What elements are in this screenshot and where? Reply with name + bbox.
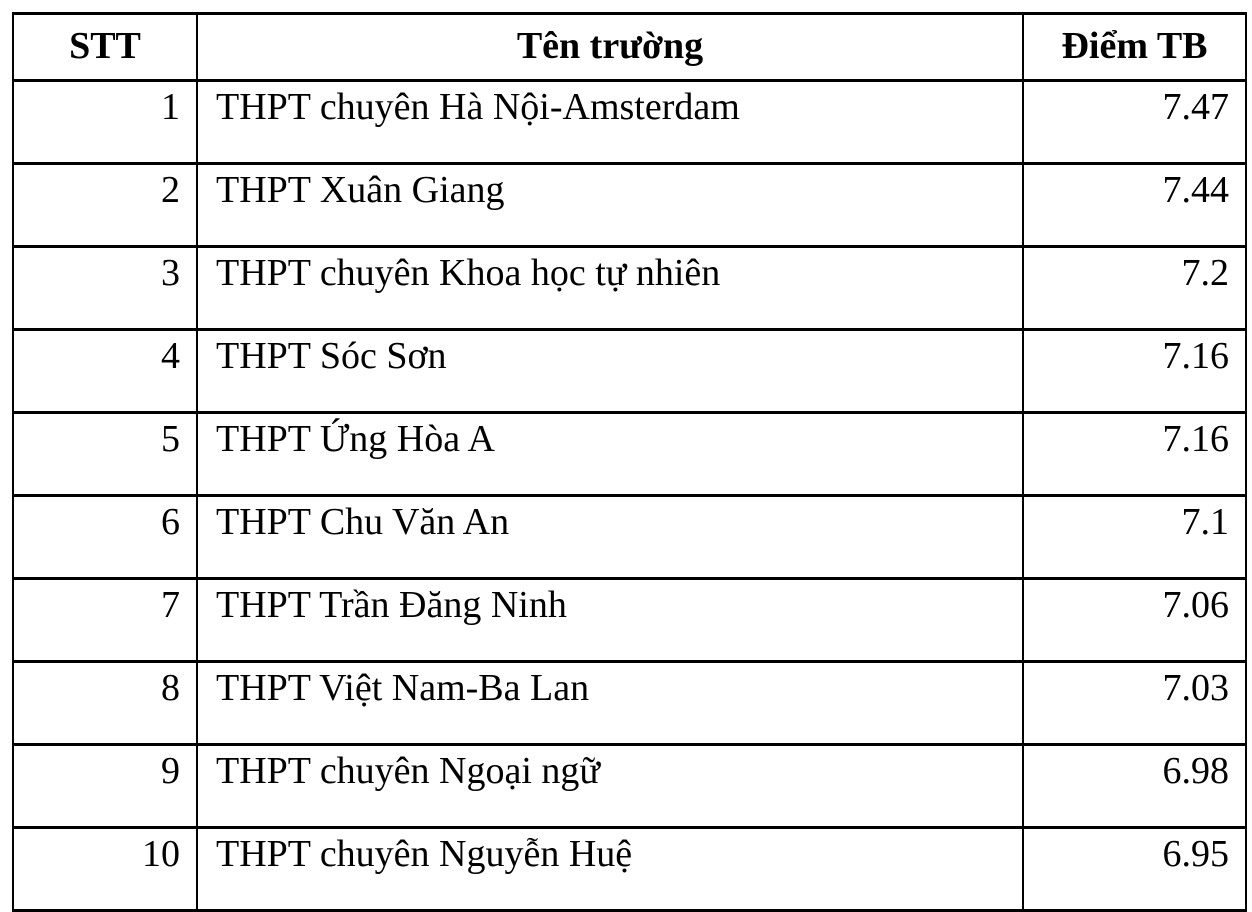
- score-cell: 7.2: [1022, 245, 1247, 331]
- stt-cell: 3: [12, 245, 198, 331]
- stt-cell: 6: [12, 494, 198, 580]
- table-row: 6 THPT Chu Văn An 7.1: [12, 494, 1247, 580]
- table-row: 7 THPT Trần Đăng Ninh 7.06: [12, 577, 1247, 663]
- column-header-ten-truong: Tên trường: [196, 12, 1024, 82]
- score-cell: 7.16: [1022, 328, 1247, 414]
- school-name-cell: THPT Ứng Hòa A: [196, 411, 1024, 497]
- school-name-cell: THPT Trần Đăng Ninh: [196, 577, 1024, 663]
- score-cell: 7.1: [1022, 494, 1247, 580]
- score-cell: 6.98: [1022, 743, 1247, 829]
- school-name-cell: THPT Sóc Sơn: [196, 328, 1024, 414]
- school-name-cell: THPT Chu Văn An: [196, 494, 1024, 580]
- table-row: 8 THPT Việt Nam-Ba Lan 7.03: [12, 660, 1247, 746]
- score-cell: 6.95: [1022, 826, 1247, 912]
- score-cell: 7.03: [1022, 660, 1247, 746]
- stt-cell: 4: [12, 328, 198, 414]
- column-header-stt: STT: [12, 12, 198, 82]
- column-header-diem-tb: Điểm TB: [1022, 12, 1247, 82]
- school-name-cell: THPT chuyên Khoa học tự nhiên: [196, 245, 1024, 331]
- table-row: 4 THPT Sóc Sơn 7.16: [12, 328, 1247, 414]
- table-row: 9 THPT chuyên Ngoại ngữ 6.98: [12, 743, 1247, 829]
- school-name-cell: THPT chuyên Hà Nội-Amsterdam: [196, 79, 1024, 165]
- score-cell: 7.16: [1022, 411, 1247, 497]
- header-row: STT Tên trường Điểm TB: [12, 12, 1247, 82]
- school-name-cell: THPT chuyên Ngoại ngữ: [196, 743, 1024, 829]
- stt-cell: 10: [12, 826, 198, 912]
- score-cell: 7.47: [1022, 79, 1247, 165]
- table-row: 5 THPT Ứng Hòa A 7.16: [12, 411, 1247, 497]
- school-name-cell: THPT Việt Nam-Ba Lan: [196, 660, 1024, 746]
- score-cell: 7.06: [1022, 577, 1247, 663]
- stt-cell: 9: [12, 743, 198, 829]
- stt-cell: 8: [12, 660, 198, 746]
- table-header: STT Tên trường Điểm TB: [12, 12, 1247, 82]
- table-row: 10 THPT chuyên Nguyễn Huệ 6.95: [12, 826, 1247, 912]
- school-name-cell: THPT chuyên Nguyễn Huệ: [196, 826, 1024, 912]
- stt-cell: 2: [12, 162, 198, 248]
- table-row: 3 THPT chuyên Khoa học tự nhiên 7.2: [12, 245, 1247, 331]
- stt-cell: 7: [12, 577, 198, 663]
- score-cell: 7.44: [1022, 162, 1247, 248]
- school-scores-table: STT Tên trường Điểm TB 1 THPT chuyên Hà …: [12, 12, 1247, 912]
- stt-cell: 5: [12, 411, 198, 497]
- stt-cell: 1: [12, 79, 198, 165]
- table-row: 1 THPT chuyên Hà Nội-Amsterdam 7.47: [12, 79, 1247, 165]
- school-name-cell: THPT Xuân Giang: [196, 162, 1024, 248]
- table-row: 2 THPT Xuân Giang 7.44: [12, 162, 1247, 248]
- table-body: 1 THPT chuyên Hà Nội-Amsterdam 7.47 2 TH…: [12, 79, 1247, 912]
